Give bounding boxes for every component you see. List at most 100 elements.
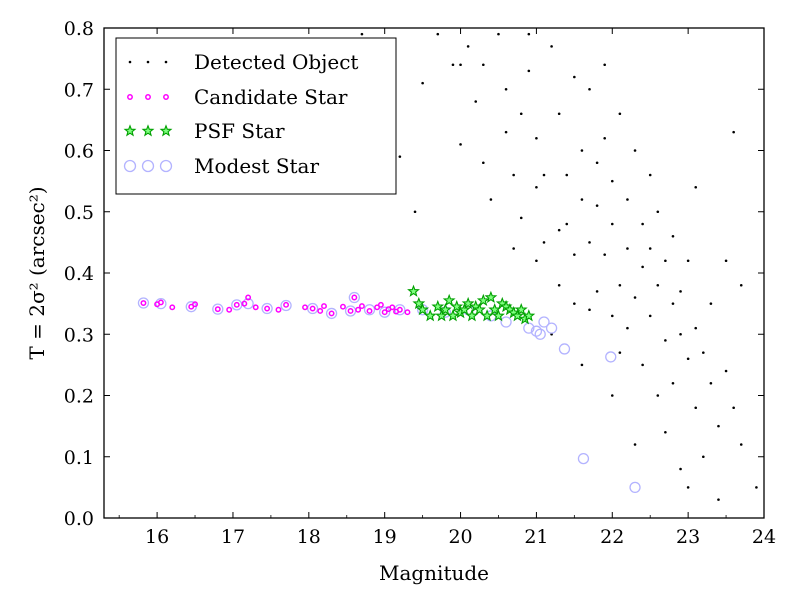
candidate-star-point xyxy=(157,299,164,306)
detected-object-point xyxy=(709,381,713,385)
detected-object-point xyxy=(557,112,561,116)
detected-object-point xyxy=(588,308,591,312)
detected-object-point xyxy=(648,247,652,250)
legend-marker-candidate-star xyxy=(145,94,151,100)
detected-object-point xyxy=(724,259,728,263)
modest-star-point xyxy=(137,297,150,309)
detected-object-point xyxy=(679,332,682,336)
detected-object-point xyxy=(664,430,667,434)
legend-label: Detected Object xyxy=(194,50,358,74)
legend-label: Modest Star xyxy=(194,154,319,178)
y-tick-label: 0.0 xyxy=(64,508,94,530)
x-axis: 16 17 18 19 20 21 22 23 24 xyxy=(118,28,776,548)
detected-object-point xyxy=(542,173,546,177)
detected-object-point xyxy=(588,241,591,244)
modest-star-point xyxy=(155,297,167,310)
detected-object-point xyxy=(474,100,478,103)
x-tick-label: 18 xyxy=(297,526,321,548)
psf-star-point xyxy=(480,309,494,322)
candidate-star-point xyxy=(226,306,233,313)
legend-marker-modest-star xyxy=(141,159,155,173)
detected-object-point xyxy=(671,234,675,238)
detected-object-point xyxy=(739,443,743,446)
psf-star-point xyxy=(473,302,486,316)
legend-label: Candidate Star xyxy=(194,85,348,109)
detected-object-point xyxy=(626,247,629,250)
y-axis: 0.0 0.1 0.2 0.3 0.4 0.5 0.6 0.7 0.8 xyxy=(64,18,764,530)
detected-object-point xyxy=(732,406,735,410)
detected-object-point xyxy=(580,198,584,201)
x-tick-label: 16 xyxy=(145,526,169,548)
detected-object-point xyxy=(603,253,606,256)
detected-object-point xyxy=(610,222,614,226)
legend-item-psf-star: PSF Star xyxy=(123,119,285,143)
detected-object-point xyxy=(702,351,705,354)
detected-object-point xyxy=(565,222,569,226)
detected-object-point xyxy=(626,326,629,330)
candidate-star-point xyxy=(381,309,388,316)
x-tick-label: 17 xyxy=(221,526,245,548)
detected-object-point xyxy=(459,63,462,67)
detected-object-point xyxy=(618,112,622,116)
candidate-star-point xyxy=(317,308,324,314)
candidate-star-point xyxy=(241,300,248,307)
legend-marker-modest-star xyxy=(123,159,137,173)
x-tick-label: 24 xyxy=(752,526,776,548)
detected-object-point xyxy=(717,498,720,501)
detected-object-point xyxy=(398,155,402,158)
legend-item-detected-object: Detected Object xyxy=(128,50,358,74)
candidate-star-point xyxy=(283,301,290,308)
detected-object-point xyxy=(671,302,675,305)
detected-object-point xyxy=(542,241,546,244)
detected-object-point xyxy=(648,173,652,177)
modest-star-point xyxy=(379,306,391,318)
candidate-star-point xyxy=(358,303,365,310)
detected-object-point xyxy=(595,290,599,293)
modest-star-point xyxy=(545,322,558,334)
modest-star-point xyxy=(325,307,338,320)
detected-object-point xyxy=(694,406,698,410)
psf-star-point xyxy=(484,290,498,303)
detected-object-point xyxy=(466,45,470,48)
x-tick-label: 21 xyxy=(524,526,548,548)
chart-marks xyxy=(137,32,758,501)
detected-object-point xyxy=(504,130,508,134)
candidate-star-point xyxy=(192,301,198,308)
legend-marker-psf-star xyxy=(141,124,155,137)
psf-star-point xyxy=(514,302,528,316)
detected-object-point xyxy=(656,283,660,287)
modest-star-point xyxy=(212,303,224,315)
detected-object-point xyxy=(573,253,576,256)
modest-star-point xyxy=(538,316,550,328)
modest-star-point xyxy=(231,299,243,311)
psf-star-point xyxy=(416,302,430,316)
detected-object-point xyxy=(694,326,698,330)
psf-star-point xyxy=(431,299,445,313)
psf-star-point xyxy=(412,296,426,310)
detected-object-point xyxy=(535,136,538,140)
candidate-star-point xyxy=(321,303,327,310)
detected-object-point xyxy=(618,351,622,354)
detected-object-point xyxy=(519,216,523,220)
detected-object-point xyxy=(626,198,629,201)
detected-object-point xyxy=(686,486,690,489)
detected-object-point xyxy=(482,63,485,67)
modest-star-point xyxy=(348,291,360,304)
detected-object-point xyxy=(656,210,660,214)
detected-object-point xyxy=(550,45,553,48)
detected-object-point xyxy=(421,81,424,85)
detected-object-point xyxy=(527,69,531,73)
modest-star-point xyxy=(523,322,535,334)
detected-object-point xyxy=(702,455,705,459)
detected-object-point xyxy=(648,314,652,318)
candidate-star-point xyxy=(366,308,373,314)
legend-marker-candidate-star xyxy=(127,94,133,100)
psf-star-point xyxy=(511,309,524,322)
detected-object-point xyxy=(527,32,531,36)
modest-star-point xyxy=(280,299,292,312)
candidate-star-point xyxy=(214,306,221,313)
x-tick-label: 20 xyxy=(448,526,472,548)
candidate-star-point xyxy=(389,304,396,311)
legend-marker-psf-star xyxy=(159,124,173,137)
detected-object-point xyxy=(482,161,485,165)
